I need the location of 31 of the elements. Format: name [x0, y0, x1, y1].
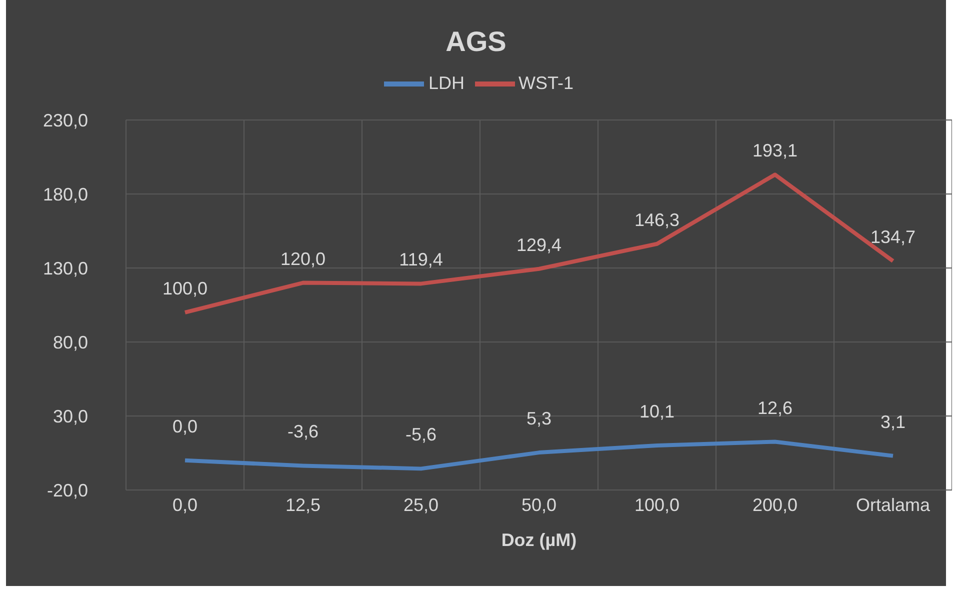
x-tick-label: Ortalama: [856, 494, 931, 515]
legend-label: LDH: [428, 72, 464, 93]
y-tick-label: -20,0: [46, 480, 88, 500]
data-label: 193,1: [752, 140, 798, 161]
x-tick-label: 12,5: [285, 494, 321, 515]
data-label: 129,4: [516, 234, 562, 255]
x-tick-label: 200,0: [752, 494, 798, 515]
x-tick-label: 100,0: [634, 494, 680, 515]
y-tick-label: 230,0: [42, 110, 88, 130]
y-tick-label: 180,0: [42, 184, 88, 204]
data-label: 146,3: [634, 210, 680, 230]
x-tick-label: 25,0: [403, 494, 439, 515]
data-label: -5,6: [405, 424, 437, 445]
data-label: 120,0: [280, 248, 326, 269]
data-label: 0,0: [172, 416, 198, 436]
x-tick-label: 50,0: [521, 494, 557, 515]
data-label: 3,1: [880, 412, 906, 432]
data-label: 119,4: [399, 250, 443, 270]
data-label: 10,1: [639, 401, 675, 422]
y-tick-label: 130,0: [42, 258, 88, 278]
legend-label: WST-1: [518, 72, 574, 93]
data-label: 5,3: [526, 408, 552, 429]
data-label: 134,7: [870, 227, 916, 248]
data-label: 100,0: [162, 278, 208, 298]
data-label: 12,6: [757, 398, 793, 418]
data-label: -3,6: [287, 422, 319, 442]
x-tick-label: 0,0: [172, 494, 198, 515]
chart-title: AGS: [444, 26, 508, 58]
x-axis-title: Doz (µM): [501, 530, 577, 550]
y-tick-label: 80,0: [52, 332, 88, 352]
y-tick-label: 30,0: [52, 406, 88, 426]
